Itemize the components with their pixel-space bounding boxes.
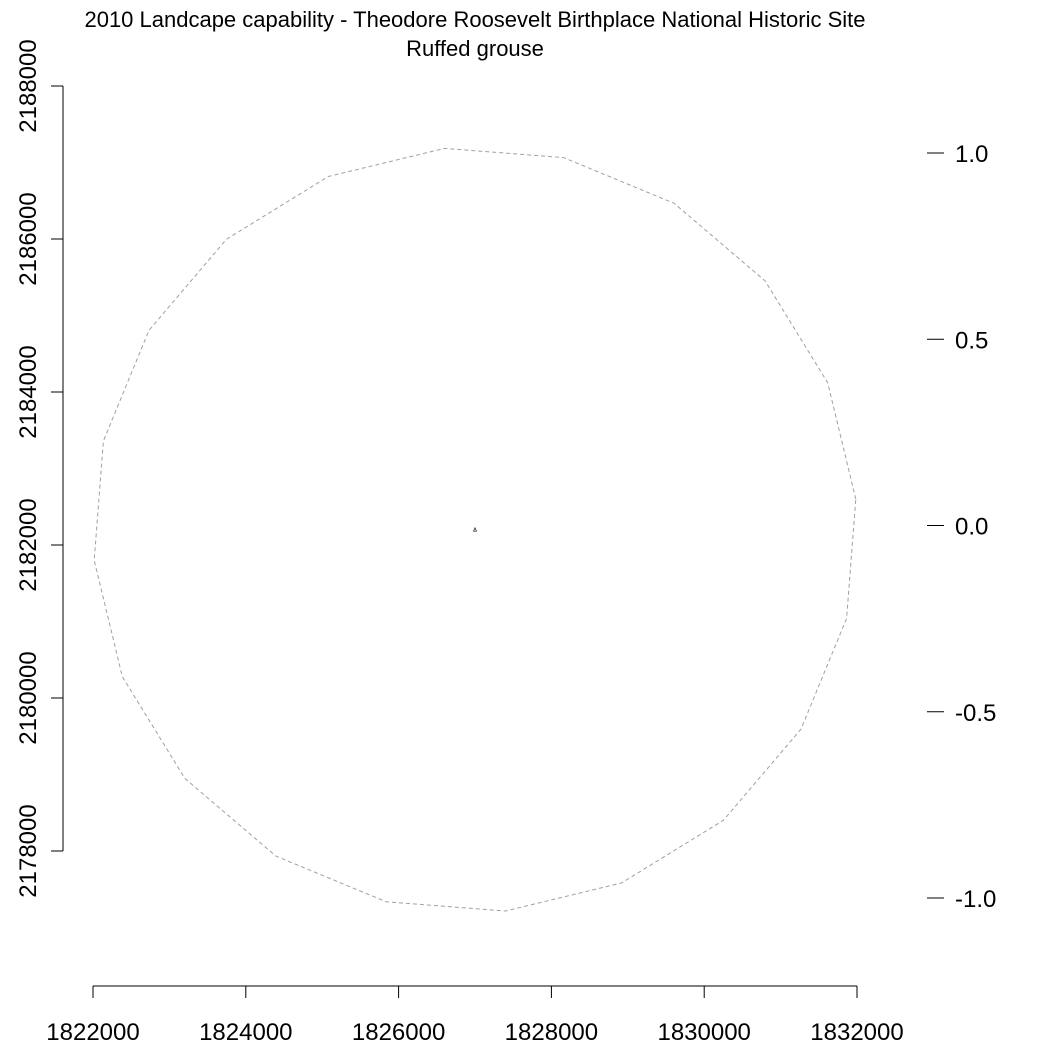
- x-tick-label: 1832000: [810, 1019, 903, 1046]
- x-tick-label: 1824000: [199, 1019, 292, 1046]
- scale-tick-label: -0.5: [955, 700, 996, 727]
- scale-tick-label: 1.0: [955, 141, 988, 168]
- buffer-circle: [93, 147, 857, 912]
- scale-tick-label: -1.0: [955, 886, 996, 913]
- x-tick-label: 1830000: [657, 1019, 750, 1046]
- y-tick-label: 2184000: [15, 345, 42, 438]
- x-tick-label: 1822000: [46, 1019, 139, 1046]
- scale-tick-label: 0.5: [955, 327, 988, 354]
- x-axis: 1822000 1824000 1826000 1828000 1830000 18320…: [46, 985, 904, 1046]
- y-tick-label: 2188000: [15, 39, 42, 132]
- plot-marks: [93, 147, 857, 912]
- y-tick-label: 2182000: [15, 498, 42, 591]
- legend-scale-axis: 1.0 0.5 0.0 -0.5 -1.0: [927, 141, 996, 913]
- y-tick-label: 2178000: [15, 804, 42, 897]
- site-point: [473, 526, 477, 532]
- y-axis: 2178000 2180000 2182000 2184000 2186000 21880…: [15, 39, 64, 898]
- x-tick-label: 1828000: [505, 1019, 598, 1046]
- y-tick-label: 2180000: [15, 651, 42, 744]
- chart-subtitle: Ruffed grouse: [406, 36, 544, 61]
- x-tick-label: 1826000: [352, 1019, 445, 1046]
- chart-title: 2010 Landcape capability - Theodore Roos…: [84, 7, 865, 32]
- y-tick-label: 2186000: [15, 192, 42, 285]
- scale-tick-label: 0.0: [955, 514, 988, 541]
